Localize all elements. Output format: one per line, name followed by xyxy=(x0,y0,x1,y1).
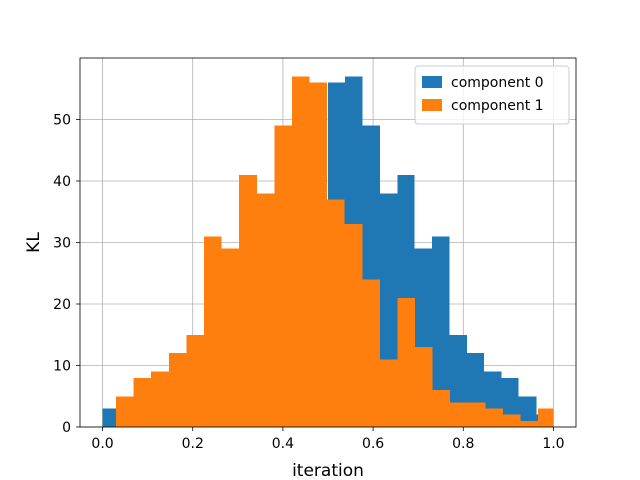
x-axis-title: iteration xyxy=(292,461,364,480)
histogram-bar xyxy=(538,408,554,427)
legend: component 0 component 1 xyxy=(414,65,570,125)
x-tick-label: 1.0 xyxy=(542,436,564,452)
bars-layer xyxy=(102,76,554,428)
x-tick-label: 0.4 xyxy=(272,436,294,452)
histogram-bar xyxy=(432,236,450,427)
histogram-bar xyxy=(133,377,152,427)
legend-swatch xyxy=(422,99,442,111)
histogram-bar xyxy=(151,371,169,427)
histogram-bar xyxy=(239,174,257,427)
histogram-bar xyxy=(274,125,292,428)
histogram-bar xyxy=(379,359,398,427)
histogram-bar xyxy=(432,390,451,427)
histogram-bar xyxy=(518,396,537,427)
legend-box xyxy=(414,65,570,125)
histogram-bar xyxy=(362,279,380,427)
y-tick-label: 0 xyxy=(62,420,71,436)
histogram-bar xyxy=(291,76,310,427)
y-axis-title: KL xyxy=(24,232,44,253)
series-1 xyxy=(116,76,554,428)
histogram-bar xyxy=(186,334,204,427)
histogram-bar xyxy=(467,402,486,427)
y-tick-label: 30 xyxy=(53,236,71,252)
histogram-bar xyxy=(520,420,539,427)
y-tick-label: 10 xyxy=(53,359,71,375)
legend-swatch xyxy=(422,76,442,88)
histogram-bar xyxy=(116,396,134,427)
legend-label: component 1 xyxy=(451,98,544,114)
y-tick-label: 20 xyxy=(53,297,71,313)
histogram-bar xyxy=(102,408,117,427)
x-tick-label: 0.0 xyxy=(91,436,113,452)
x-tick-label: 0.2 xyxy=(182,436,204,452)
histogram-bar xyxy=(204,236,222,427)
histogram-bar xyxy=(327,199,345,427)
x-tick-label: 0.6 xyxy=(362,436,384,452)
x-tick-label: 0.8 xyxy=(452,436,474,452)
histogram-bar xyxy=(397,297,416,427)
histogram-bar xyxy=(168,353,187,427)
histogram-bar xyxy=(485,408,503,427)
y-tick-label: 40 xyxy=(53,174,71,190)
ticks-layer: 0.0 0.2 0.4 0.6 0.8 1.0 0 10 20 30 40 50 xyxy=(53,113,564,453)
histogram-bar xyxy=(344,224,363,427)
histogram-bar xyxy=(256,193,275,427)
histogram-bar xyxy=(221,248,240,427)
y-tick-label: 50 xyxy=(53,113,71,129)
histogram-bar xyxy=(415,347,433,427)
histogram-bar xyxy=(309,82,328,427)
legend-label: component 0 xyxy=(451,75,544,91)
histogram-bar xyxy=(450,402,468,427)
histogram-bar xyxy=(502,414,521,427)
